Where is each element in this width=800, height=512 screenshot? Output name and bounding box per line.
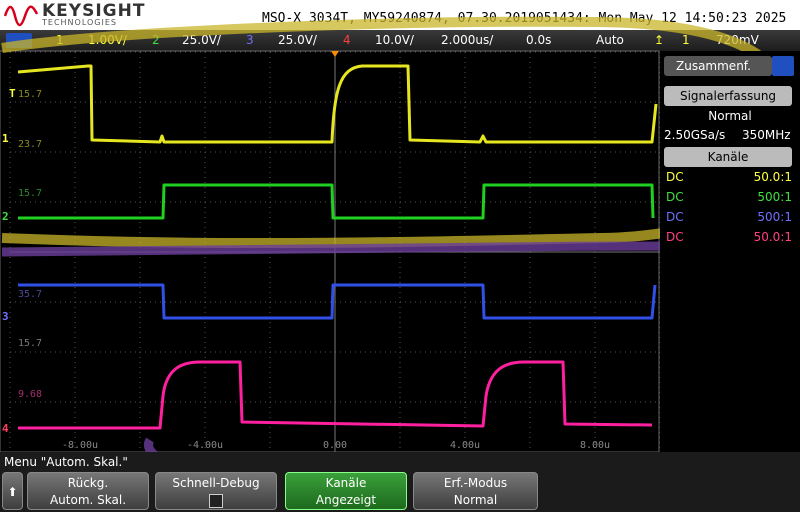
x-label: -4.00u <box>187 440 223 451</box>
ch3-scale: 25.0V/ <box>278 33 317 47</box>
channel-probe: 500:1 <box>757 190 792 204</box>
x-label: -8.00u <box>62 440 98 451</box>
channel-coupling: DC <box>666 190 684 204</box>
channel-marker: T <box>9 87 16 100</box>
brand-sub: TECHNOLOGIES <box>42 18 117 27</box>
timebase: 2.000us/ <box>441 33 494 47</box>
softkey[interactable]: Erf.-Modus Normal <box>413 472 538 510</box>
softkey-value: Normal <box>453 493 498 507</box>
ch2-number: 2 <box>152 33 160 47</box>
softkey-value: Autom. Skal. <box>49 493 127 507</box>
x-label: 8.00u <box>580 440 610 451</box>
channel-marker: 1 <box>2 132 9 145</box>
channel-marker: 3 <box>2 310 9 323</box>
softkey-label: Kanäle <box>325 476 367 490</box>
home-key[interactable]: ⬆ <box>2 472 23 510</box>
channel-coupling: DC <box>666 170 684 184</box>
x-label: 4.00u <box>450 440 480 451</box>
softkey-label: Schnell-Debug <box>172 476 260 490</box>
channel-coupling: DC <box>666 230 684 244</box>
acquisition-mode: Normal <box>708 109 752 123</box>
channel-coupling: DC <box>666 210 684 224</box>
softkey-value: Angezeigt <box>315 493 377 507</box>
softkey[interactable]: Kanäle Angezeigt <box>285 472 407 510</box>
trigger-position <box>331 51 339 57</box>
y-label: 15.7 <box>18 338 42 349</box>
channel-marker: 4 <box>2 422 9 435</box>
softkey[interactable]: Schnell-Debug <box>155 472 277 510</box>
y-label: 35.7 <box>18 289 42 300</box>
ch2-scale: 25.0V/ <box>182 33 221 47</box>
y-label: 15.7 <box>18 89 42 100</box>
trigger-source: 1 <box>682 33 690 47</box>
channel-probe: 500:1 <box>757 210 792 224</box>
channel-marker: 2 <box>2 210 9 223</box>
panel-menu-icon[interactable] <box>772 56 794 76</box>
waveform-ch2 <box>18 183 655 220</box>
acquisition-header: Signalerfassung <box>664 86 792 106</box>
panel-title[interactable]: Zusammenf. <box>664 56 772 76</box>
bandwidth: 350MHz <box>742 128 791 142</box>
y-label: 9.68 <box>18 389 42 400</box>
trigger-mode: Auto <box>596 33 624 47</box>
brand: KEYSIGHT <box>42 1 146 21</box>
softkey-menu: Menu "Autom. Skal." ⬆ Rückg. Autom. Skal.… <box>0 452 800 512</box>
trigger-edge: ↥ <box>654 33 665 47</box>
logo-icon <box>4 5 39 27</box>
waveform-ch1 <box>17 64 658 144</box>
y-label: 15.7 <box>18 188 42 199</box>
channel-probe: 50.0:1 <box>753 170 792 184</box>
ch4-scale: 10.0V/ <box>375 33 414 47</box>
waveform-ch3 <box>18 283 657 320</box>
ch4-number: 4 <box>343 33 351 47</box>
menu-title: Menu "Autom. Skal." <box>4 455 128 469</box>
x-label: 0.00 <box>323 440 347 451</box>
channels-header: Kanäle <box>664 147 792 167</box>
softkey[interactable]: Rückg. Autom. Skal. <box>27 472 149 510</box>
ch3-number: 3 <box>246 33 254 47</box>
softkey-label: Erf.-Modus <box>443 476 508 490</box>
waveform-ch4 <box>18 360 653 430</box>
sample-rate: 2.50GSa/s <box>664 128 726 142</box>
checkbox[interactable] <box>209 494 223 508</box>
y-label: 23.7 <box>18 139 42 150</box>
delay: 0.0s <box>526 33 552 47</box>
side-panel: Zusammenf. Signalerfassung Normal 2.50GS… <box>660 51 800 452</box>
softkey-label: Rückg. <box>67 476 109 490</box>
channel-probe: 50.0:1 <box>753 230 792 244</box>
